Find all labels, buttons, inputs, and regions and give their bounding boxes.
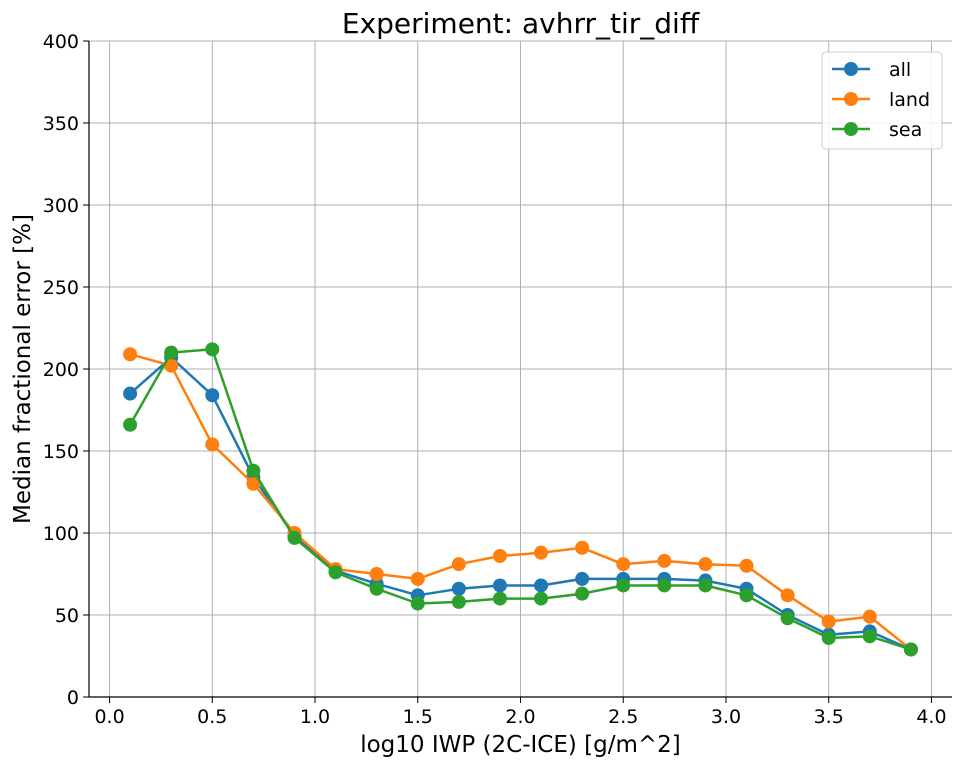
data-point-sea — [164, 345, 179, 360]
legend-label: all — [889, 59, 911, 81]
data-point-land — [862, 609, 877, 624]
data-point-sea — [698, 578, 713, 593]
data-point-land — [739, 558, 754, 573]
data-point-land — [205, 437, 220, 452]
data-point-sea — [287, 530, 302, 545]
legend-marker — [844, 122, 858, 136]
x-tick-label: 2.0 — [505, 706, 535, 728]
data-point-sea — [657, 578, 672, 593]
y-tick-label: 200 — [43, 359, 79, 381]
legend-marker — [844, 92, 858, 106]
data-point-sea — [328, 565, 343, 580]
x-tick-label: 0.5 — [197, 706, 227, 728]
legend-label: sea — [889, 119, 922, 141]
legend: all land sea — [821, 51, 943, 150]
data-point-sea — [575, 586, 590, 601]
data-point-all — [451, 581, 466, 596]
x-tick-label: 1.0 — [300, 706, 330, 728]
data-point-land — [698, 557, 713, 572]
data-point-sea — [246, 463, 261, 478]
y-tick-label: 300 — [43, 195, 79, 217]
series-line-land — [129, 352, 912, 651]
data-point-sea — [780, 611, 795, 626]
x-tick-label: 1.5 — [403, 706, 433, 728]
data-point-all — [534, 578, 549, 593]
data-point-land — [780, 588, 795, 603]
data-point-land — [164, 358, 179, 373]
x-tick-label: 4.0 — [916, 706, 946, 728]
y-tick-label: 150 — [43, 441, 79, 463]
series-line-sea — [129, 348, 912, 651]
data-point-sea — [369, 581, 384, 596]
data-point-sea — [903, 642, 918, 657]
data-point-land — [451, 557, 466, 572]
data-point-land — [657, 553, 672, 568]
data-point-land — [410, 571, 425, 586]
axes: 0.0 0.5 1.0 1.5 2.0 2.5 3.0 3.5 4.0 0 50 100 150 200 2… — [43, 31, 952, 728]
grid — [89, 40, 952, 698]
data-point-land — [492, 548, 507, 563]
legend-label: land — [889, 89, 930, 111]
data-point-land — [246, 476, 261, 491]
y-tick-label: 350 — [43, 113, 79, 135]
legend-item-sea: sea — [832, 119, 922, 141]
series-line-all — [129, 356, 912, 651]
data-point-sea — [739, 588, 754, 603]
y-tick-label: 250 — [43, 277, 79, 299]
data-point-all — [123, 386, 138, 401]
x-tick-label: 2.5 — [608, 706, 638, 728]
y-tick-label: 100 — [43, 523, 79, 545]
chart-title: Experiment: avhrr_tir_diff — [342, 7, 700, 40]
legend-marker — [844, 62, 858, 76]
data-point-sea — [205, 342, 220, 357]
data-point-land — [616, 557, 631, 572]
data-point-all — [575, 571, 590, 586]
data-point-land — [534, 545, 549, 560]
data-point-sea — [410, 596, 425, 611]
x-tick-label: 3.5 — [814, 706, 844, 728]
data-point-land — [821, 614, 836, 629]
data-point-sea — [123, 417, 138, 432]
legend-item-land: land — [832, 89, 930, 111]
data-point-all — [492, 578, 507, 593]
x-tick-label: 3.0 — [711, 706, 741, 728]
data-point-land — [369, 567, 384, 581]
y-tick-label: 0 — [67, 687, 79, 709]
x-axis-title: log10 IWP (2C-ICE) [g/m^2] — [360, 732, 681, 758]
data-point-sea — [862, 629, 877, 644]
y-axis-title: Median fractional error [%] — [10, 214, 36, 524]
data-point-land — [123, 347, 138, 362]
data-point-sea — [534, 591, 549, 606]
data-point-all — [205, 388, 220, 403]
series-sea — [123, 342, 918, 657]
data-point-sea — [451, 594, 466, 609]
series-group — [123, 342, 918, 657]
series-land — [123, 347, 918, 657]
y-tick-label: 400 — [43, 31, 79, 53]
data-point-sea — [492, 591, 507, 606]
data-point-sea — [821, 630, 836, 645]
data-point-land — [575, 540, 590, 555]
x-tick-label: 0.0 — [94, 706, 124, 728]
legend-item-all: all — [832, 59, 911, 81]
data-point-sea — [616, 578, 631, 593]
y-tick-label: 50 — [55, 605, 79, 627]
